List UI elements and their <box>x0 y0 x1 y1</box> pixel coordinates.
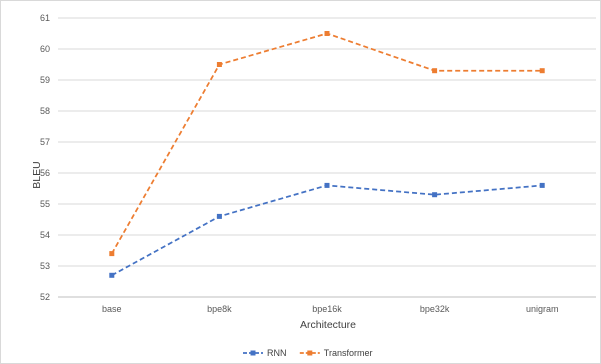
y-tick-label: 59 <box>40 75 50 85</box>
legend-marker <box>307 350 313 356</box>
data-point <box>109 251 115 257</box>
legend-item-rnn: RNN <box>243 348 287 358</box>
x-tick-label: bpe8k <box>207 304 232 314</box>
x-axis-ticks: base bpe8k bpe16k bpe32k unigram <box>102 304 558 314</box>
y-axis-title: BLEU <box>31 161 43 188</box>
data-point <box>539 68 545 74</box>
legend-label: RNN <box>267 348 287 358</box>
x-tick-label: bpe16k <box>312 304 342 314</box>
data-point <box>324 182 330 188</box>
series-rnn <box>109 182 545 278</box>
data-point <box>432 68 438 74</box>
x-axis-title: Architecture <box>300 319 356 331</box>
y-tick-label: 55 <box>40 199 50 209</box>
y-axis-ticks: 52 53 54 55 56 57 58 59 60 61 <box>40 13 50 302</box>
x-tick-label: base <box>102 304 122 314</box>
legend-item-transformer: Transformer <box>299 348 373 358</box>
y-tick-label: 56 <box>40 168 50 178</box>
y-tick-label: 61 <box>40 13 50 23</box>
y-tick-label: 54 <box>40 230 50 240</box>
gridlines <box>58 17 596 298</box>
y-tick-label: 57 <box>40 137 50 147</box>
legend-marker <box>250 350 256 356</box>
legend: RNN Transformer <box>243 348 372 358</box>
legend-label: Transformer <box>324 348 373 358</box>
x-tick-label: unigram <box>526 304 559 314</box>
y-tick-label: 58 <box>40 106 50 116</box>
data-point <box>216 213 222 219</box>
data-point <box>109 272 115 278</box>
data-point <box>216 62 222 67</box>
y-tick-label: 53 <box>40 261 50 271</box>
series-group <box>109 31 545 278</box>
y-tick-label: 60 <box>40 44 50 54</box>
x-tick-label: bpe32k <box>420 304 450 314</box>
data-point <box>324 31 330 36</box>
data-point <box>539 182 545 188</box>
data-point <box>432 192 438 198</box>
series-transformer <box>109 31 545 257</box>
y-tick-label: 52 <box>40 292 50 302</box>
